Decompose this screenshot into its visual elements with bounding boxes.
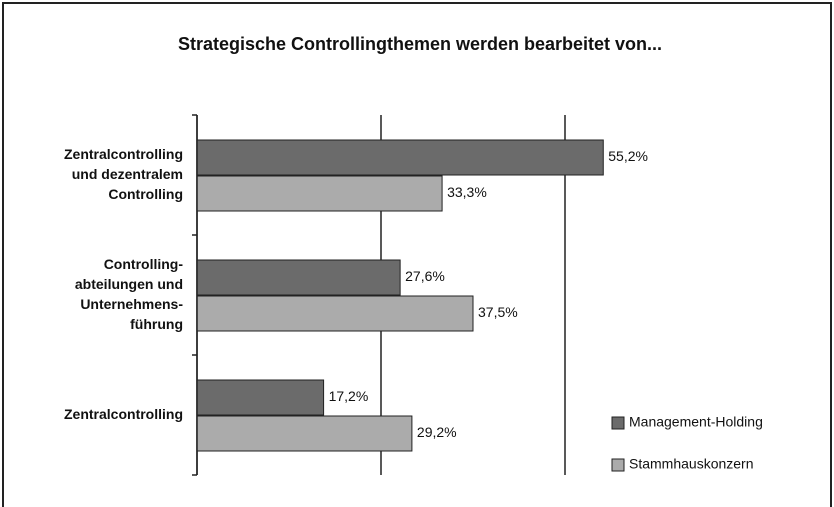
bar: [196, 259, 401, 296]
value-label: 29,2%: [417, 424, 457, 440]
value-label: 33,3%: [447, 184, 487, 200]
value-label: 37,5%: [478, 304, 518, 320]
bar: [196, 139, 604, 176]
value-label: 27,6%: [405, 268, 445, 284]
category-label: Controlling-abteilungen und Unternehmens-…: [75, 256, 183, 332]
value-label: 17,2%: [329, 388, 369, 404]
bar: [196, 175, 443, 212]
legend-swatch: [611, 416, 625, 430]
category-label: Zentralcontrolling und dezentralem Control…: [64, 146, 183, 202]
value-label: 55,2%: [608, 148, 648, 164]
bar: [196, 295, 474, 332]
bar: [196, 379, 325, 416]
chart-title: Strategische Controllingthemen werden be…: [178, 34, 662, 54]
bar: [196, 415, 413, 452]
legend-label: Management-Holding: [629, 414, 763, 430]
legend-swatch: [611, 458, 625, 472]
category-label: Zentralcontrolling: [64, 406, 183, 422]
legend-label: Stammhauskonzern: [629, 456, 754, 472]
